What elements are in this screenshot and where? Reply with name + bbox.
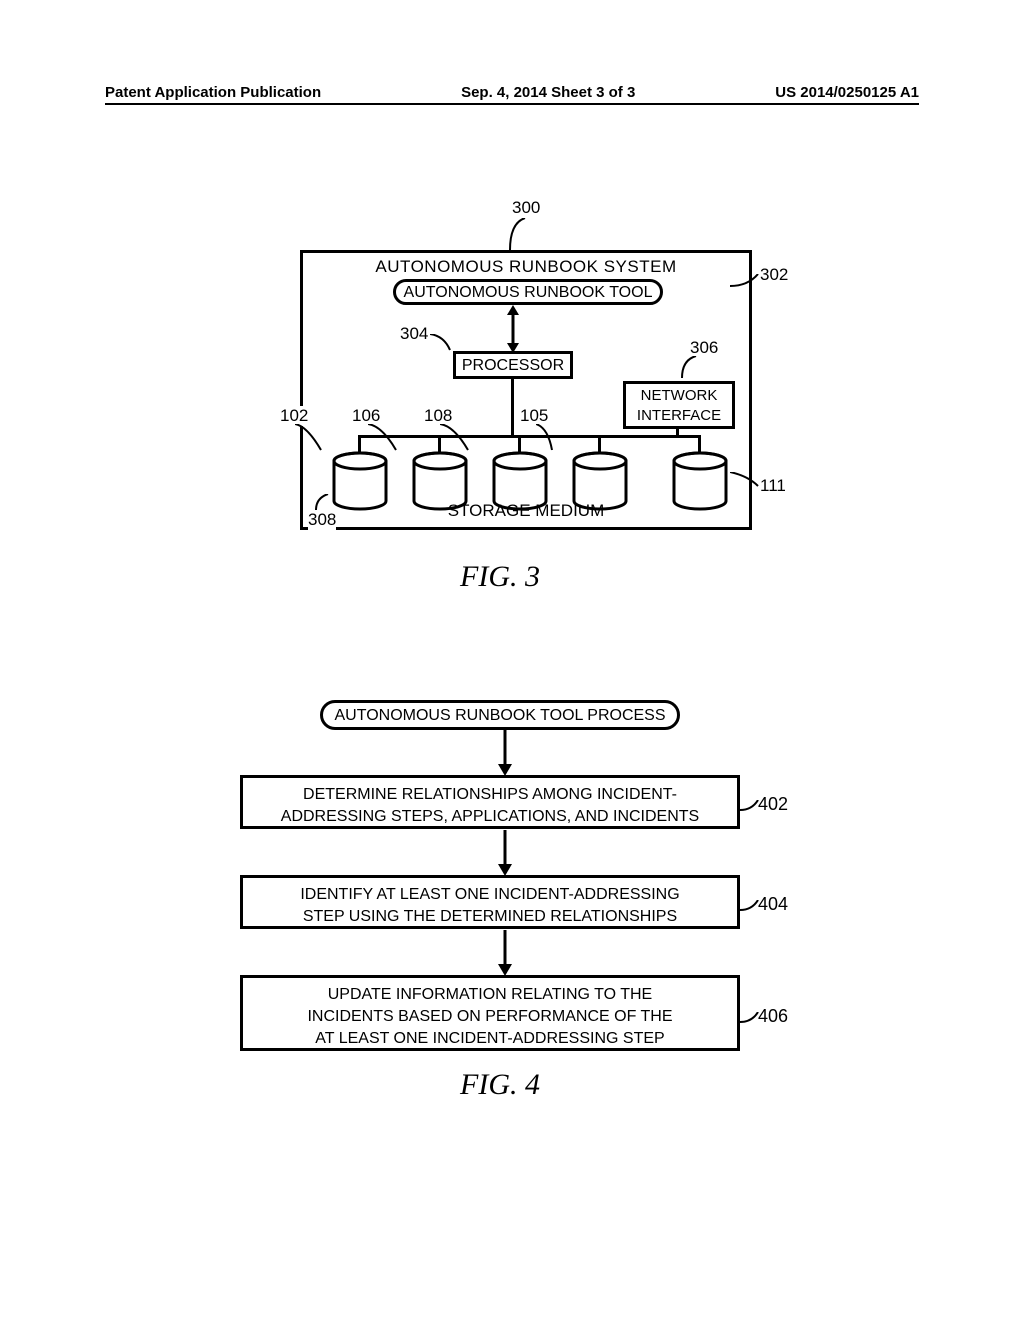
step3-l3: AT LEAST ONE INCIDENT-ADDRESSING STEP bbox=[315, 1030, 664, 1047]
arrow-tool-processor bbox=[503, 305, 523, 353]
network-line1: NETWORK bbox=[641, 387, 718, 404]
fig4-caption: FIG. 4 bbox=[460, 1068, 540, 1102]
leader-102 bbox=[295, 424, 325, 452]
figure-4: AUTONOMOUS RUNBOOK TOOL PROCESS DETERMIN… bbox=[180, 700, 820, 1080]
network-line2: INTERFACE bbox=[637, 407, 721, 424]
ref-306: 306 bbox=[690, 338, 718, 358]
ref-308: 308 bbox=[308, 510, 336, 530]
step-404: IDENTIFY AT LEAST ONE INCIDENT-ADDRESSIN… bbox=[240, 875, 740, 929]
arrow-3 bbox=[498, 930, 512, 978]
step1-l1: DETERMINE RELATIONSHIPS AMONG INCIDENT- bbox=[303, 786, 677, 803]
arrow-2 bbox=[498, 830, 512, 878]
leader-300 bbox=[500, 218, 540, 252]
storage-label: STORAGE MEDIUM bbox=[303, 501, 749, 521]
ref-106: 106 bbox=[352, 406, 380, 426]
ref-404: 404 bbox=[758, 894, 788, 915]
tool-box: AUTONOMOUS RUNBOOK TOOL bbox=[393, 279, 663, 305]
leader-302 bbox=[730, 274, 762, 288]
step2-l1: IDENTIFY AT LEAST ONE INCIDENT-ADDRESSIN… bbox=[300, 886, 679, 903]
step-406: UPDATE INFORMATION RELATING TO THE INCID… bbox=[240, 975, 740, 1051]
conn-bus-net bbox=[676, 429, 679, 437]
leader-111 bbox=[730, 472, 762, 490]
ref-406: 406 bbox=[758, 1006, 788, 1027]
ref-105: 105 bbox=[520, 406, 548, 426]
conn-proc-bus bbox=[511, 379, 514, 437]
leader-402 bbox=[740, 800, 760, 812]
header-left: Patent Application Publication bbox=[105, 84, 321, 101]
step-402: DETERMINE RELATIONSHIPS AMONG INCIDENT- … bbox=[240, 775, 740, 829]
ref-304: 304 bbox=[400, 324, 428, 344]
system-title: AUTONOMOUS RUNBOOK SYSTEM bbox=[303, 257, 749, 277]
ref-111: 111 bbox=[760, 476, 786, 496]
leader-304 bbox=[430, 334, 454, 352]
arrow-1 bbox=[498, 730, 512, 778]
network-box: NETWORK INTERFACE bbox=[623, 381, 735, 429]
leader-105 bbox=[536, 424, 556, 452]
leader-306 bbox=[680, 356, 700, 380]
step3-l1: UPDATE INFORMATION RELATING TO THE bbox=[328, 986, 652, 1003]
step1-l2: ADDRESSING STEPS, APPLICATIONS, AND INCI… bbox=[281, 808, 699, 825]
ref-300: 300 bbox=[512, 198, 540, 218]
fig3-caption: FIG. 3 bbox=[460, 560, 540, 594]
start-box: AUTONOMOUS RUNBOOK TOOL PROCESS bbox=[320, 700, 680, 730]
patent-page: Patent Application Publication Sep. 4, 2… bbox=[0, 0, 1024, 1320]
leader-108 bbox=[440, 424, 470, 452]
leader-308 bbox=[314, 494, 334, 512]
leader-404 bbox=[740, 900, 760, 912]
header-center: Sep. 4, 2014 Sheet 3 of 3 bbox=[461, 84, 635, 101]
step3-l2: INCIDENTS BASED ON PERFORMANCE OF THE bbox=[307, 1008, 672, 1025]
ref-302: 302 bbox=[760, 265, 788, 285]
horizontal-bus bbox=[358, 435, 700, 438]
header-right: US 2014/0250125 A1 bbox=[775, 84, 919, 101]
leader-406 bbox=[740, 1012, 760, 1024]
leader-106 bbox=[368, 424, 398, 452]
system-box: AUTONOMOUS RUNBOOK SYSTEM AUTONOMOUS RUN… bbox=[300, 250, 752, 530]
page-header: Patent Application Publication Sep. 4, 2… bbox=[105, 84, 919, 105]
ref-102: 102 bbox=[280, 406, 308, 426]
step2-l2: STEP USING THE DETERMINED RELATIONSHIPS bbox=[303, 908, 677, 925]
figure-3: 300 AUTONOMOUS RUNBOOK SYSTEM AUTONOMOUS… bbox=[240, 210, 760, 530]
processor-box: PROCESSOR bbox=[453, 351, 573, 379]
ref-402: 402 bbox=[758, 794, 788, 815]
ref-108: 108 bbox=[424, 406, 452, 426]
